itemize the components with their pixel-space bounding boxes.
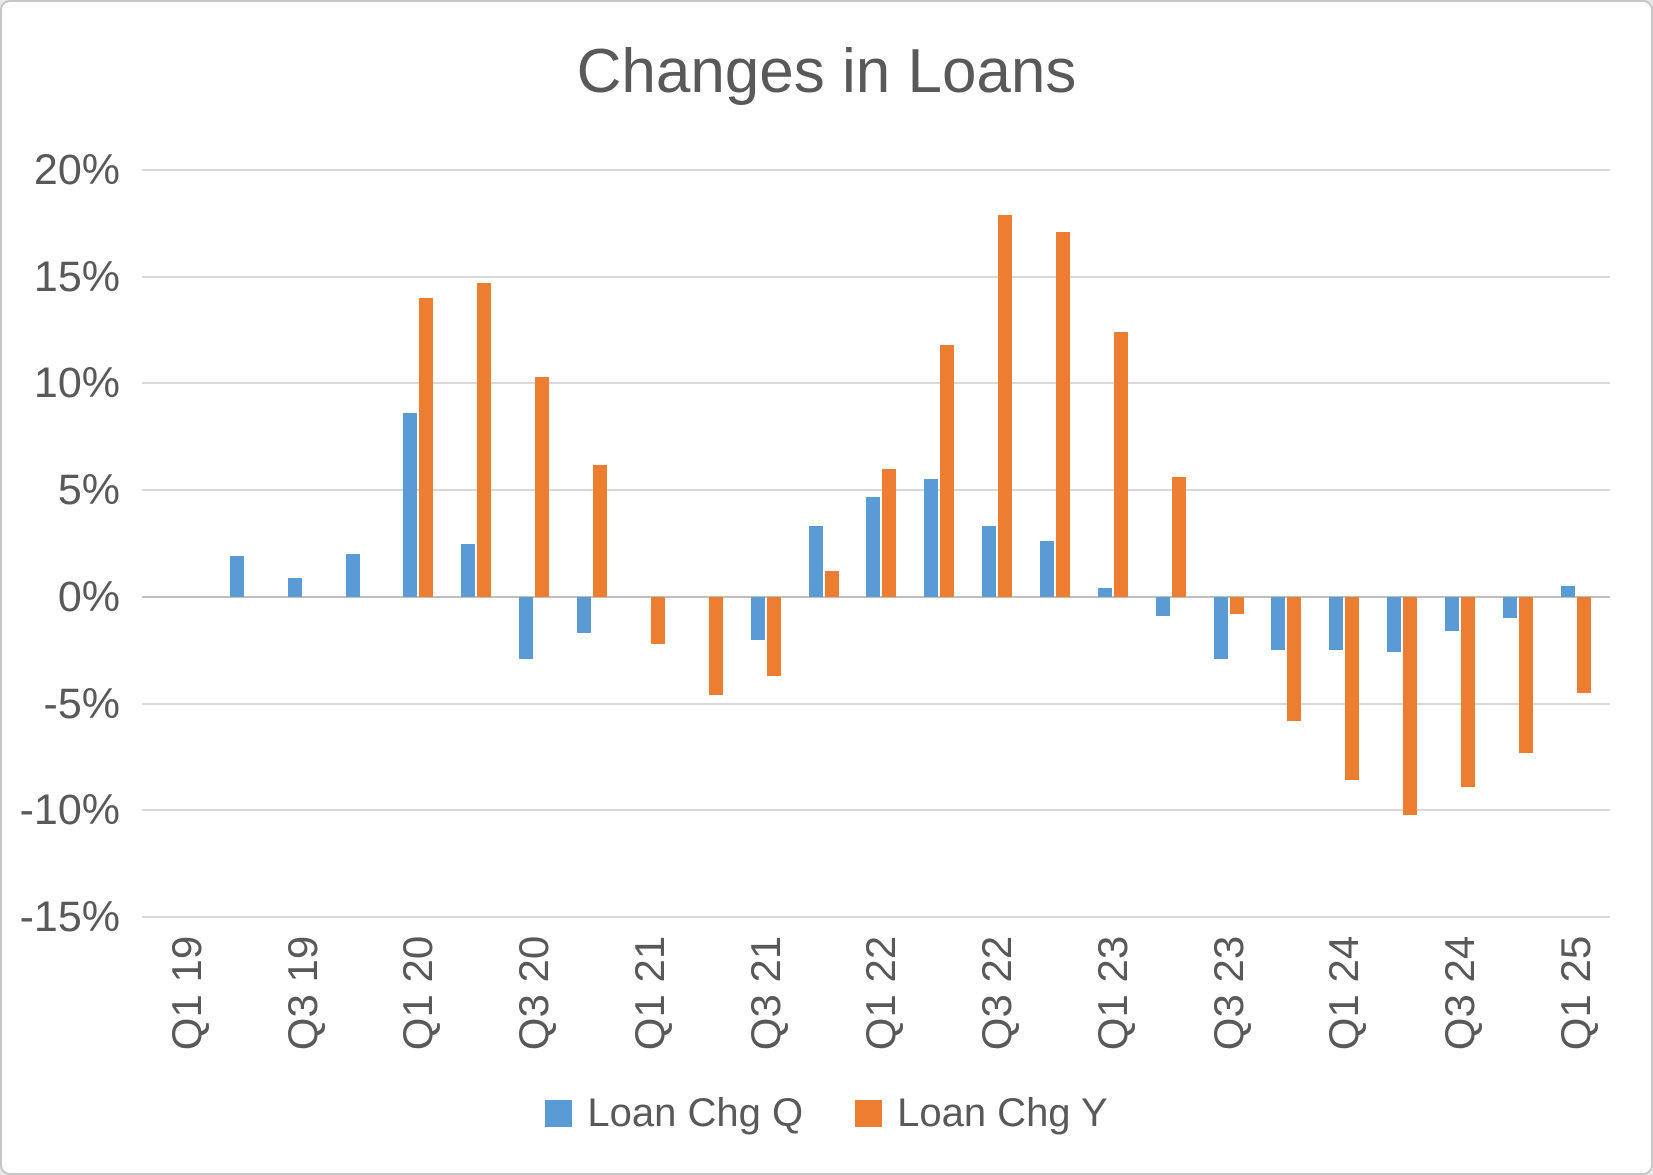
bar-loan-chg-q-q1-22 (866, 496, 881, 597)
gridline (142, 809, 1610, 812)
gridline (142, 916, 1610, 918)
bar-loan-chg-q-q1-25 (1560, 586, 1575, 597)
x-axis-label: Q3 22 (973, 935, 1021, 1051)
bar-loan-chg-y-q4-24 (1518, 596, 1533, 753)
legend-swatch-blue-icon (545, 1099, 573, 1127)
bar-loan-chg-y-q3-22 (998, 214, 1013, 597)
x-axis-label: Q3 20 (510, 935, 558, 1051)
bar-loan-chg-y-q2-24 (1403, 596, 1418, 815)
x-axis-label: Q1 20 (394, 935, 442, 1051)
bar-loan-chg-y-q4-22 (1055, 231, 1070, 597)
bar-loan-chg-q-q4-23 (1271, 596, 1286, 651)
bar-loan-chg-y-q4-21 (824, 571, 839, 597)
bar-loan-chg-y-q2-21 (708, 596, 723, 696)
bar-loan-chg-y-q4-20 (593, 464, 608, 597)
x-axis-label: Q1 25 (1551, 935, 1599, 1051)
x-axis-label: Q1 19 (162, 935, 210, 1051)
bar-loan-chg-q-q2-23 (1155, 596, 1170, 617)
bar-loan-chg-q-q1-24 (1329, 596, 1344, 651)
y-axis-label: -15% (19, 893, 120, 941)
bar-loan-chg-q-q2-22 (924, 479, 939, 597)
bar-loan-chg-y-q1-20 (419, 298, 434, 597)
bar-loan-chg-y-q3-23 (1229, 596, 1244, 614)
y-axis-label: 5% (57, 466, 120, 515)
x-axis-label: Q3 21 (741, 935, 789, 1051)
x-axis-label: Q3 23 (1204, 935, 1252, 1051)
bar-loan-chg-y-q1-21 (650, 596, 665, 644)
legend: Loan Chg Q Loan Chg Y (2, 1088, 1651, 1138)
x-axis-label: Q1 21 (625, 935, 673, 1051)
gridline (142, 702, 1610, 705)
bar-loan-chg-q-q4-24 (1502, 596, 1517, 619)
y-axis-label: 10% (33, 359, 120, 408)
legend-swatch-orange-icon (855, 1099, 883, 1127)
bar-loan-chg-q-q3-24 (1445, 596, 1460, 631)
x-axis-label: Q3 19 (278, 935, 326, 1051)
bar-loan-chg-y-q1-24 (1345, 596, 1360, 781)
y-axis-label: -5% (43, 679, 120, 728)
gridline (142, 169, 1610, 171)
bar-loan-chg-q-q1-23 (1097, 588, 1112, 597)
x-axis-label: Q1 22 (857, 935, 905, 1051)
gridline (142, 382, 1610, 385)
bar-loan-chg-q-q4-19 (345, 554, 360, 597)
y-axis-label: 0% (57, 572, 120, 621)
bar-loan-chg-y-q4-23 (1287, 596, 1302, 721)
bar-loan-chg-q-q4-21 (808, 526, 823, 597)
bar-loan-chg-q-q3-20 (519, 596, 534, 659)
gridline (142, 489, 1610, 492)
bar-loan-chg-y-q1-22 (882, 468, 897, 597)
y-axis-label: 20% (33, 146, 120, 194)
bar-loan-chg-q-q2-24 (1387, 596, 1402, 653)
gridline (142, 275, 1610, 278)
zero-gridline (142, 595, 1610, 598)
bar-loan-chg-q-q3-21 (750, 596, 765, 640)
plot-area (142, 169, 1610, 918)
bar-loan-chg-q-q2-19 (229, 556, 244, 597)
bar-loan-chg-y-q2-23 (1171, 477, 1186, 597)
bar-loan-chg-q-q1-20 (403, 413, 418, 597)
bar-loan-chg-q-q3-19 (287, 577, 302, 597)
chart-title: Changes in Loans (576, 37, 1077, 106)
y-axis-label: 15% (33, 252, 120, 301)
bar-loan-chg-q-q3-22 (982, 526, 997, 597)
bar-loan-chg-y-q3-20 (535, 377, 550, 597)
bar-loan-chg-y-q1-23 (1113, 332, 1128, 597)
x-axis-label: Q3 24 (1436, 935, 1484, 1051)
legend-item-loan-chg-q: Loan Chg Q (545, 1093, 803, 1133)
legend-item-loan-chg-y: Loan Chg Y (855, 1093, 1108, 1133)
legend-label: Loan Chg Q (587, 1091, 804, 1135)
bar-loan-chg-q-q2-20 (461, 543, 476, 597)
bar-loan-chg-y-q1-25 (1576, 596, 1591, 693)
legend-label: Loan Chg Y (897, 1091, 1108, 1135)
bar-loan-chg-q-q3-23 (1213, 596, 1228, 659)
bar-loan-chg-y-q2-20 (477, 283, 492, 597)
bar-loan-chg-y-q2-22 (940, 345, 955, 597)
x-axis-label: Q1 23 (1088, 935, 1136, 1051)
y-axis-label: -10% (19, 786, 120, 835)
x-axis-label: Q1 24 (1320, 935, 1368, 1051)
bar-loan-chg-y-q3-24 (1461, 596, 1476, 787)
bar-loan-chg-q-q4-20 (577, 596, 592, 634)
bar-loan-chg-q-q4-22 (1039, 541, 1054, 597)
bar-loan-chg-y-q3-21 (766, 596, 781, 676)
